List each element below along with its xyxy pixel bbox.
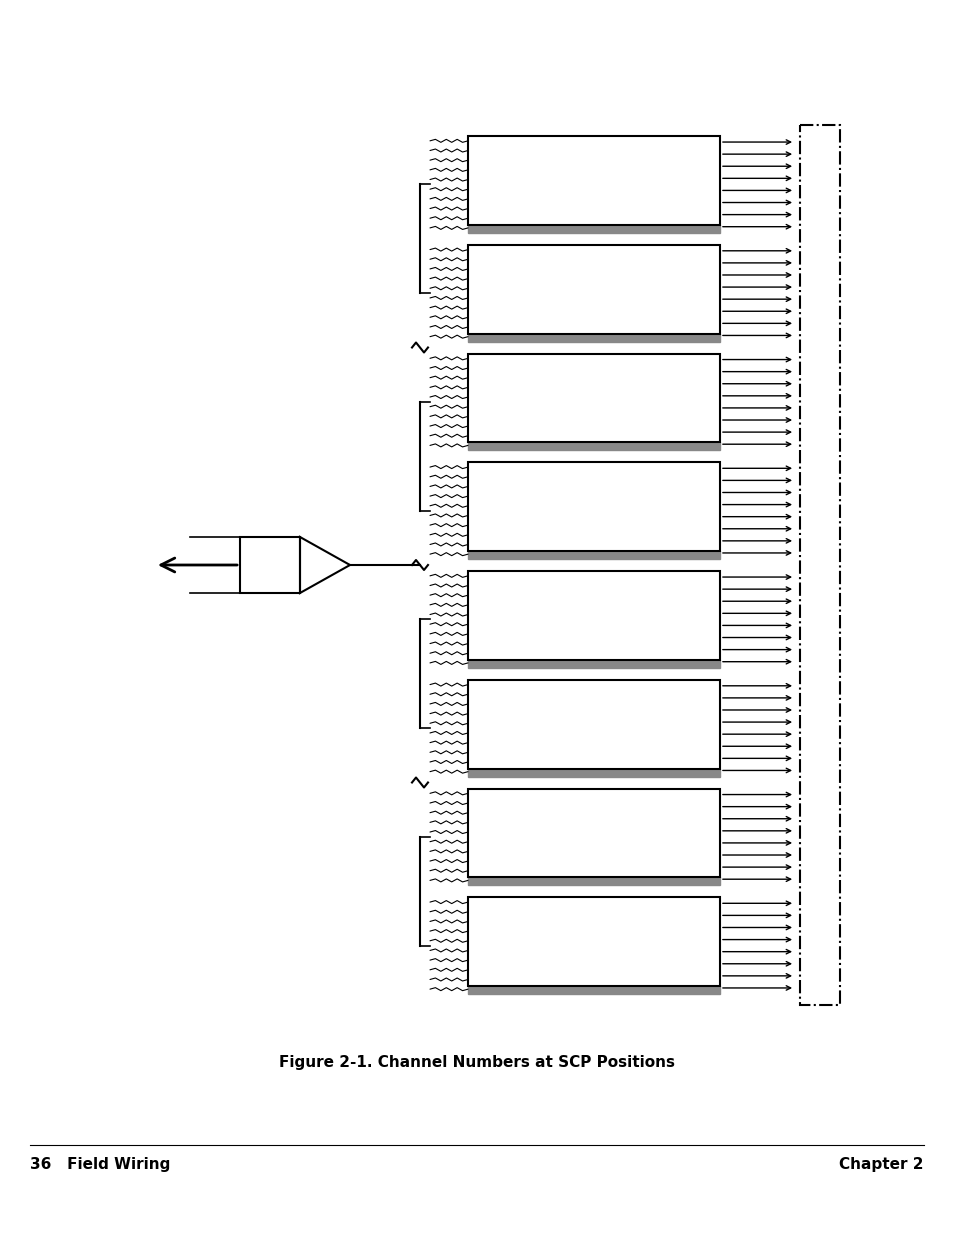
FancyBboxPatch shape (468, 462, 720, 551)
FancyBboxPatch shape (468, 788, 720, 877)
FancyBboxPatch shape (468, 986, 720, 994)
FancyBboxPatch shape (240, 537, 299, 593)
FancyBboxPatch shape (468, 551, 720, 559)
FancyBboxPatch shape (468, 768, 720, 777)
FancyBboxPatch shape (468, 333, 720, 342)
FancyBboxPatch shape (468, 571, 720, 659)
Text: Chapter 2: Chapter 2 (839, 1157, 923, 1172)
FancyBboxPatch shape (468, 442, 720, 451)
Text: Figure 2-1. Channel Numbers at SCP Positions: Figure 2-1. Channel Numbers at SCP Posit… (278, 1055, 675, 1070)
FancyBboxPatch shape (468, 679, 720, 768)
FancyBboxPatch shape (468, 877, 720, 885)
Text: 36   Field Wiring: 36 Field Wiring (30, 1157, 171, 1172)
FancyBboxPatch shape (468, 225, 720, 232)
FancyBboxPatch shape (468, 659, 720, 668)
FancyBboxPatch shape (468, 353, 720, 442)
FancyBboxPatch shape (468, 136, 720, 225)
FancyBboxPatch shape (468, 898, 720, 986)
FancyBboxPatch shape (468, 245, 720, 333)
